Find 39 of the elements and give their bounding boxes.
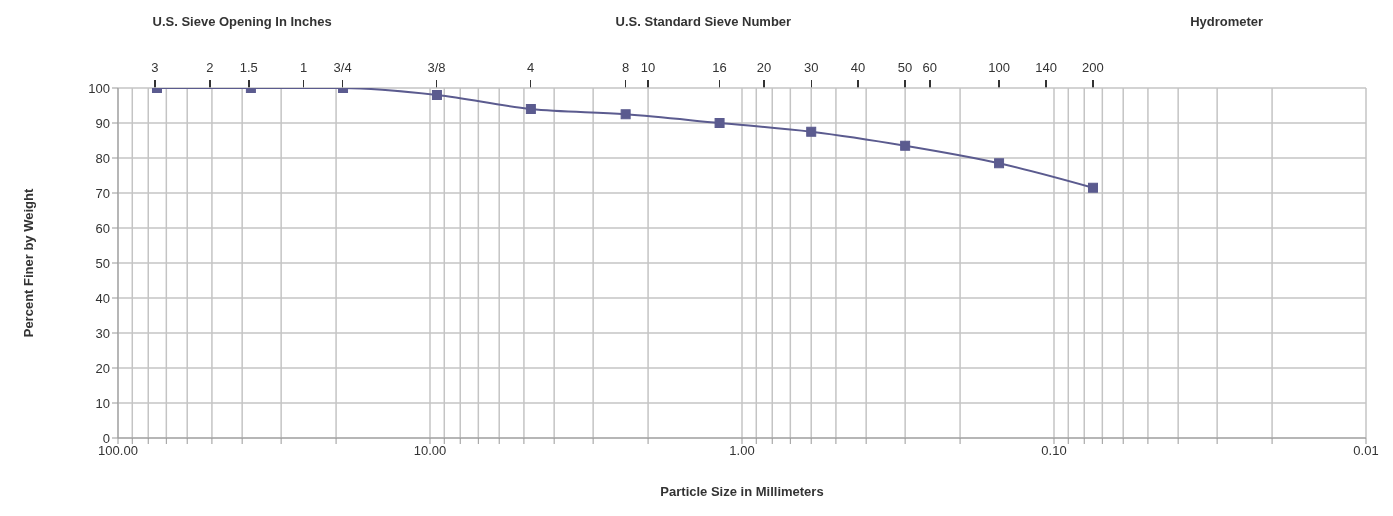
x-tick-label: 1.00	[729, 443, 755, 459]
y-tick-label: 100	[88, 80, 110, 96]
y-tick-label: 40	[95, 290, 110, 306]
text: 200	[1082, 60, 1104, 75]
text: 30	[804, 60, 819, 75]
text: 4	[527, 60, 535, 75]
text: 50	[897, 60, 913, 75]
text: 16	[712, 60, 727, 75]
text: 40	[850, 60, 866, 75]
text: 1.5	[239, 60, 258, 75]
y-tick-label: 10	[95, 395, 110, 411]
text: 10	[640, 60, 656, 75]
y-tick-label: 0	[102, 430, 110, 446]
text: 8	[622, 60, 630, 75]
y-axis-title: Percent Finer by Weight	[20, 188, 36, 338]
y-tick-label: 30	[95, 325, 110, 341]
text: 3	[151, 60, 159, 75]
y-tick-label: 90	[95, 115, 110, 131]
x-tick-label: 10.00	[413, 443, 447, 459]
y-tick-label: 70	[95, 185, 110, 201]
y-tick-label: 80	[95, 150, 110, 166]
text: 3/8	[427, 60, 446, 75]
x-tick-label: 0.10	[1041, 443, 1067, 459]
text: 1	[300, 60, 308, 75]
text: U.S. Standard Sieve Number	[615, 14, 792, 29]
y-tick-label: 20	[95, 360, 110, 376]
x-axis-title: Particle Size in Millimeters	[660, 484, 824, 499]
x-tick-label: 0.01	[1353, 443, 1379, 459]
y-tick-label: 60	[95, 220, 110, 236]
text: 60	[922, 60, 938, 75]
y-tick-label: 50	[95, 255, 110, 271]
text: 2	[206, 60, 214, 75]
text: Hydrometer	[1190, 14, 1264, 29]
text: 140	[1035, 60, 1057, 75]
text: U.S. Sieve Opening In Inches	[152, 14, 332, 29]
x-tick-label: 100.00	[98, 443, 138, 459]
text: 20	[756, 60, 772, 75]
text: 3/4	[333, 60, 352, 75]
text: 100	[988, 60, 1010, 75]
